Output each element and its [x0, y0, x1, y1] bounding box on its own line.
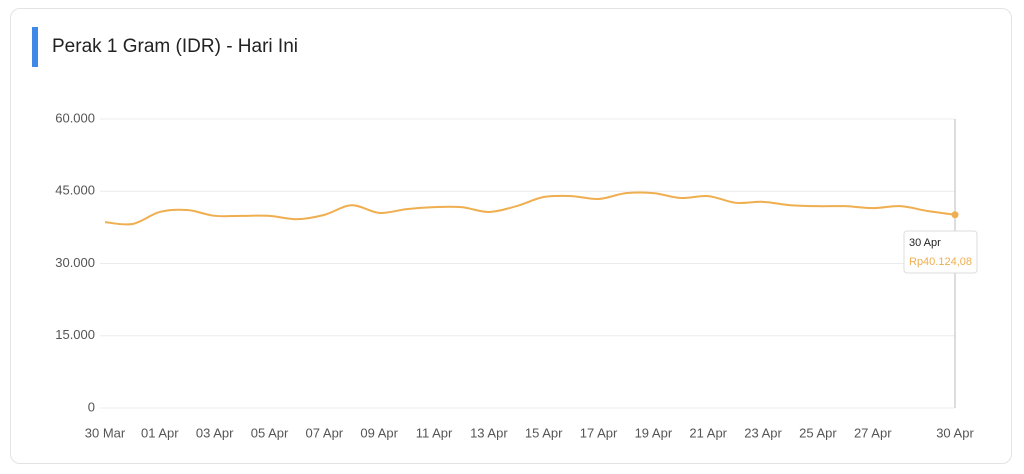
x-tick-label: 05 Apr: [251, 425, 289, 440]
y-tick-label: 30.000: [55, 255, 95, 270]
x-tick-label: 17 Apr: [580, 425, 618, 440]
x-tick-label: 30 Apr: [936, 425, 974, 440]
x-tick-label: 15 Apr: [525, 425, 563, 440]
line: [104, 191, 956, 226]
y-tick-label: 15.000: [55, 327, 95, 342]
x-tick-label: 27 Apr: [854, 425, 892, 440]
x-tick-label: 21 Apr: [689, 425, 727, 440]
x-tick-label: 25 Apr: [799, 425, 837, 440]
tooltip-value: Rp40.124,08: [909, 256, 972, 268]
x-tick-label: 11 Apr: [416, 425, 453, 440]
point: [951, 211, 959, 219]
x-tick-label: 19 Apr: [635, 425, 673, 440]
x-tick-label: 23 Apr: [744, 425, 782, 440]
x-tick-label: 07 Apr: [306, 425, 344, 440]
tooltip-box: [903, 230, 978, 274]
title-accent: [32, 27, 38, 67]
tooltip-title: 30 Apr: [909, 237, 941, 249]
x-tick-label: 09 Apr: [360, 425, 398, 440]
x-tick-label: 03 Apr: [196, 425, 234, 440]
chart-title: Perak 1 Gram (IDR) - Hari Ini: [52, 36, 298, 57]
x-tick-label: 30 Mar: [85, 425, 126, 440]
x-tick-label: 13 Apr: [470, 425, 508, 440]
card: [10, 8, 1012, 464]
y-tick-label: 60.000: [55, 110, 95, 125]
x-tick-label: 01 Apr: [141, 425, 179, 440]
y-tick-label: 45.000: [55, 183, 95, 198]
y-tick-label: 0: [88, 399, 95, 414]
